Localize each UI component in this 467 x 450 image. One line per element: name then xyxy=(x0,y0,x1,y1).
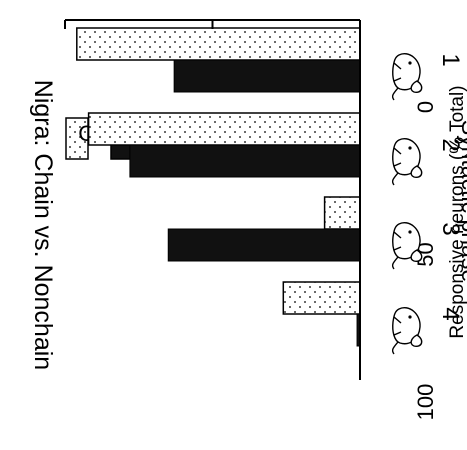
grooming-mouse-icon-2 xyxy=(391,137,423,186)
chart-title: Nigra: Chain vs. Nonchain xyxy=(29,80,57,370)
bar-chain-phase-4 xyxy=(282,281,361,315)
bar-nonchain-phase-2 xyxy=(129,144,361,178)
bars-layer xyxy=(76,27,361,347)
grooming-mouse-icon-3 xyxy=(391,221,423,270)
category-label-3: 3 xyxy=(437,222,464,235)
y-axis-label: Responsive neurons (% Total) xyxy=(447,85,467,338)
category-labels: 1 2 3 4 xyxy=(391,52,464,355)
grooming-mouse-icon-1 xyxy=(391,52,423,101)
y-tick-label-0: 0 xyxy=(413,101,438,113)
y-tick-label-100: 100 xyxy=(413,384,438,421)
bar-chain-phase-3 xyxy=(323,196,361,230)
x-axis-label: Syntactic phase xyxy=(457,120,467,282)
rotated-chart-frame: Nigra: Chain vs. Nonchain ChainNonchain … xyxy=(29,19,467,421)
category-label-2: 2 xyxy=(437,138,464,151)
bar-chain-phase-2 xyxy=(87,112,361,146)
bar-nonchain-phase-1 xyxy=(173,59,361,93)
grooming-mouse-icon-4 xyxy=(391,306,423,355)
bar-nonchain-phase-3 xyxy=(167,228,361,262)
category-label-1: 1 xyxy=(437,53,464,66)
category-label-4: 4 xyxy=(437,307,464,320)
bar-chain-phase-1 xyxy=(76,27,361,61)
